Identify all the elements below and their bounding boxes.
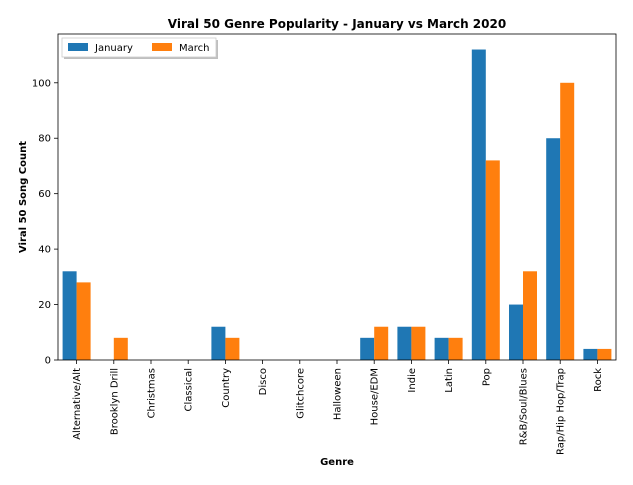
bar-january-10 [434, 337, 449, 360]
bar-march-13 [560, 82, 575, 360]
bar-march-10 [448, 337, 463, 360]
x-tick-label: Christmas [147, 368, 158, 418]
legend-label-march: March [179, 43, 209, 54]
y-tick-label: 40 [38, 245, 51, 256]
bar-march-0 [76, 282, 91, 360]
plot-frame [57, 33, 617, 361]
bar-january-4 [211, 326, 226, 360]
legend-box [61, 37, 217, 58]
x-tick-label: R&B/Soul/Blues [519, 368, 530, 445]
legend-swatch-january [68, 43, 88, 51]
x-tick-label: Brooklyn Drill [109, 368, 120, 435]
legend-label-january: January [94, 43, 133, 54]
x-tick-label: Pop [481, 368, 492, 386]
x-tick-label: Rock [593, 368, 604, 392]
y-tick-label: 20 [38, 300, 51, 311]
x-tick-label: Disco [258, 368, 269, 395]
bar-march-8 [374, 326, 389, 360]
y-tick-label: 80 [38, 134, 51, 145]
bar-january-14 [583, 348, 598, 360]
x-axis: Alternative/Alt Brooklyn Drill Christmas Cl… [72, 360, 604, 455]
bar-january-12 [509, 304, 523, 360]
bar-march-9 [411, 326, 426, 360]
bar-january-0 [62, 271, 77, 360]
x-tick-label: Country [221, 368, 232, 408]
chart-title: Viral 50 Genre Popularity - January vs M… [168, 17, 506, 31]
x-tick-label: Halloween [333, 368, 344, 420]
y-tick-label: 0 [45, 356, 51, 367]
bar-march-1 [113, 337, 128, 360]
y-axis: 0 20 40 60 80 100 [32, 78, 58, 367]
y-tick-label: 60 [38, 189, 51, 200]
bar-january-13 [546, 138, 561, 360]
y-axis-label: Viral 50 Song Count [18, 141, 29, 253]
bar-march-14 [597, 348, 612, 360]
x-tick-label: Latin [444, 368, 455, 393]
bar-january-9 [397, 326, 412, 360]
bars-group [62, 49, 612, 361]
x-tick-label: House/EDM [370, 368, 381, 425]
bar-january-11 [471, 49, 486, 361]
legend-swatch-march [152, 43, 172, 51]
x-tick-label: Glitchcore [295, 368, 306, 419]
x-tick-label: Indie [407, 368, 418, 393]
x-axis-label: Genre [320, 457, 354, 468]
bar-march-11 [485, 160, 500, 360]
legend: January March [61, 37, 218, 59]
y-tick-label: 100 [32, 78, 51, 89]
x-tick-label: Rap/Hip Hop/Trap [556, 368, 567, 455]
x-tick-label: Alternative/Alt [72, 368, 83, 440]
bar-january-8 [360, 337, 375, 360]
bar-march-12 [523, 271, 537, 360]
bar-march-4 [225, 337, 240, 360]
x-tick-label: Classical [184, 368, 195, 412]
